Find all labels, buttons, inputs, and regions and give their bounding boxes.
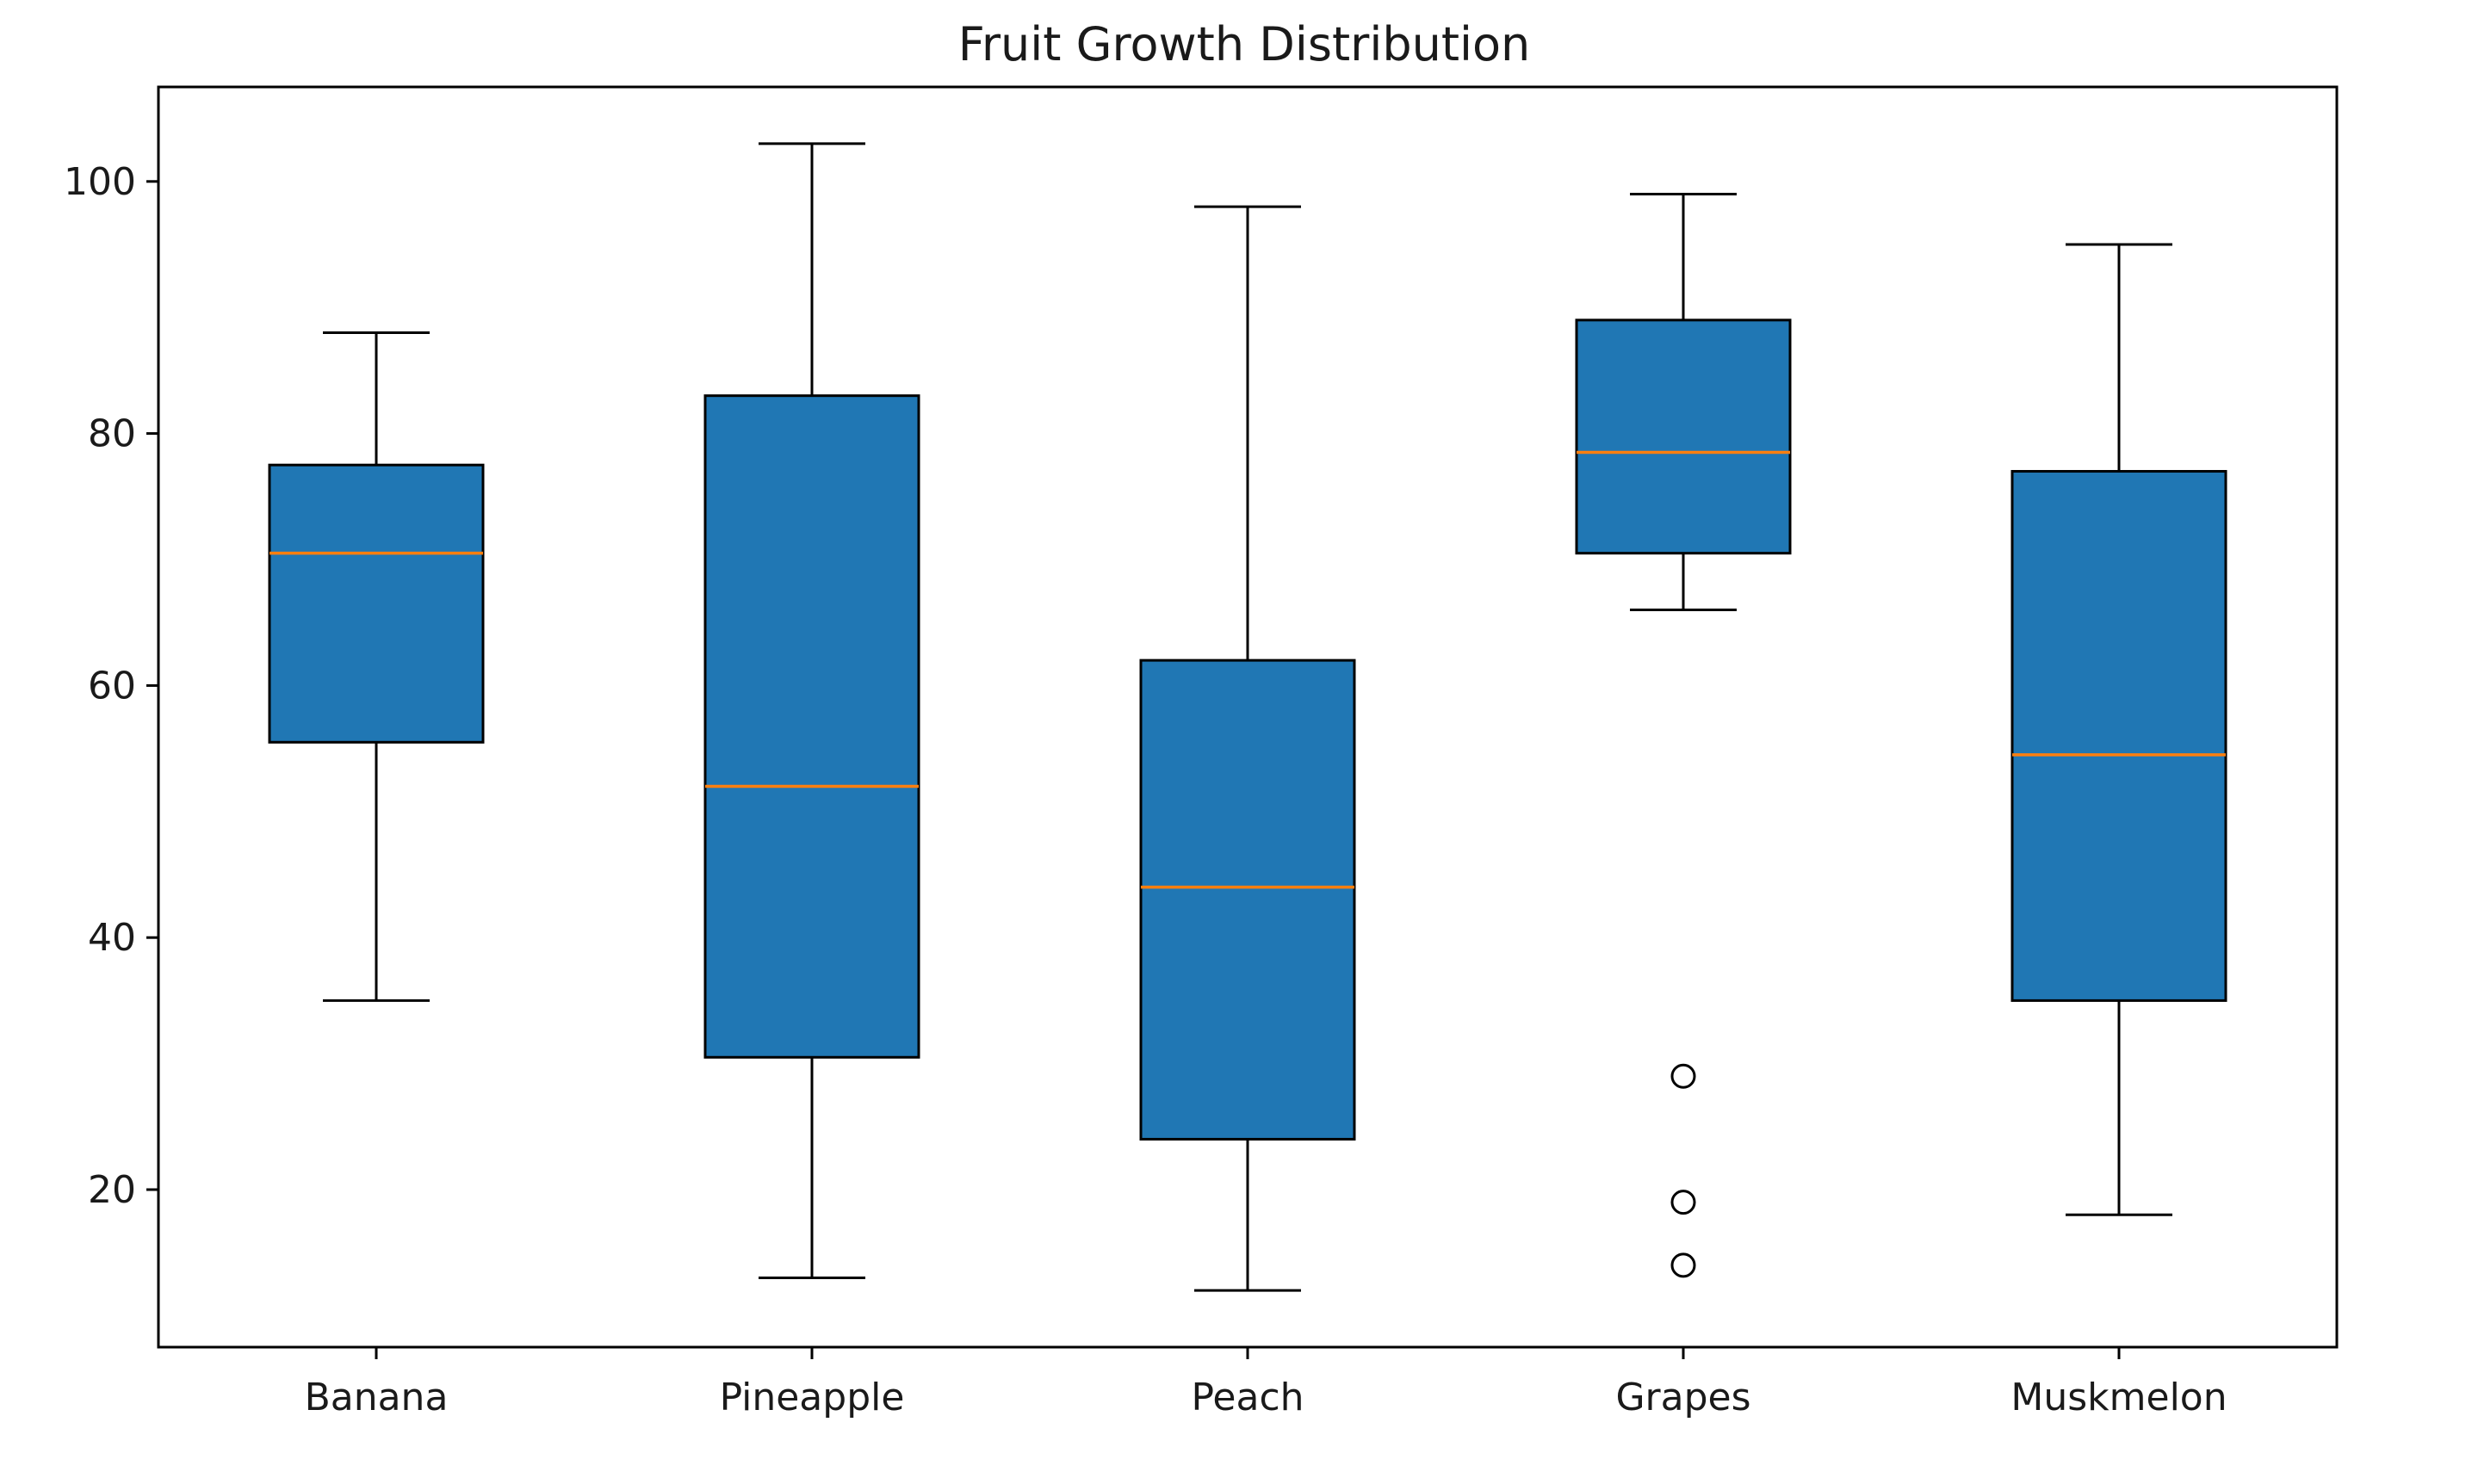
box-group-peach xyxy=(1139,205,1356,1292)
chart-title: Fruit Growth Distribution xyxy=(958,17,1531,71)
box-group-pineapple xyxy=(703,142,920,1279)
box-iqr xyxy=(2010,470,2227,1002)
box-group-grapes xyxy=(1575,192,1792,1278)
y-tick-label: 60 xyxy=(88,664,136,708)
plot-area xyxy=(268,142,2227,1292)
box-group-banana xyxy=(268,331,485,1002)
x-tick-label: Banana xyxy=(305,1376,449,1419)
x-tick-label: Peach xyxy=(1191,1376,1304,1419)
outlier-point xyxy=(1670,1252,1696,1278)
y-tick-label: 40 xyxy=(88,916,136,960)
box-iqr xyxy=(1575,318,1792,555)
y-tick-label: 80 xyxy=(88,412,136,456)
x-tick-label: Pineapple xyxy=(720,1376,905,1419)
box-group-muskmelon xyxy=(2010,243,2227,1216)
y-tick-label: 100 xyxy=(64,160,136,204)
box-iqr xyxy=(703,394,920,1059)
y-tick-label: 20 xyxy=(88,1168,136,1212)
outlier-point xyxy=(1670,1063,1696,1089)
box-iqr xyxy=(268,463,485,744)
outlier-point xyxy=(1670,1190,1696,1215)
x-tick-label: Muskmelon xyxy=(2010,1376,2227,1419)
axes: 20 40 60 80 100 Banana Pineapple Peach Grapes Mus… xyxy=(64,85,2339,1419)
box-iqr xyxy=(1139,659,1356,1141)
x-tick-label: Grapes xyxy=(1615,1376,1750,1419)
